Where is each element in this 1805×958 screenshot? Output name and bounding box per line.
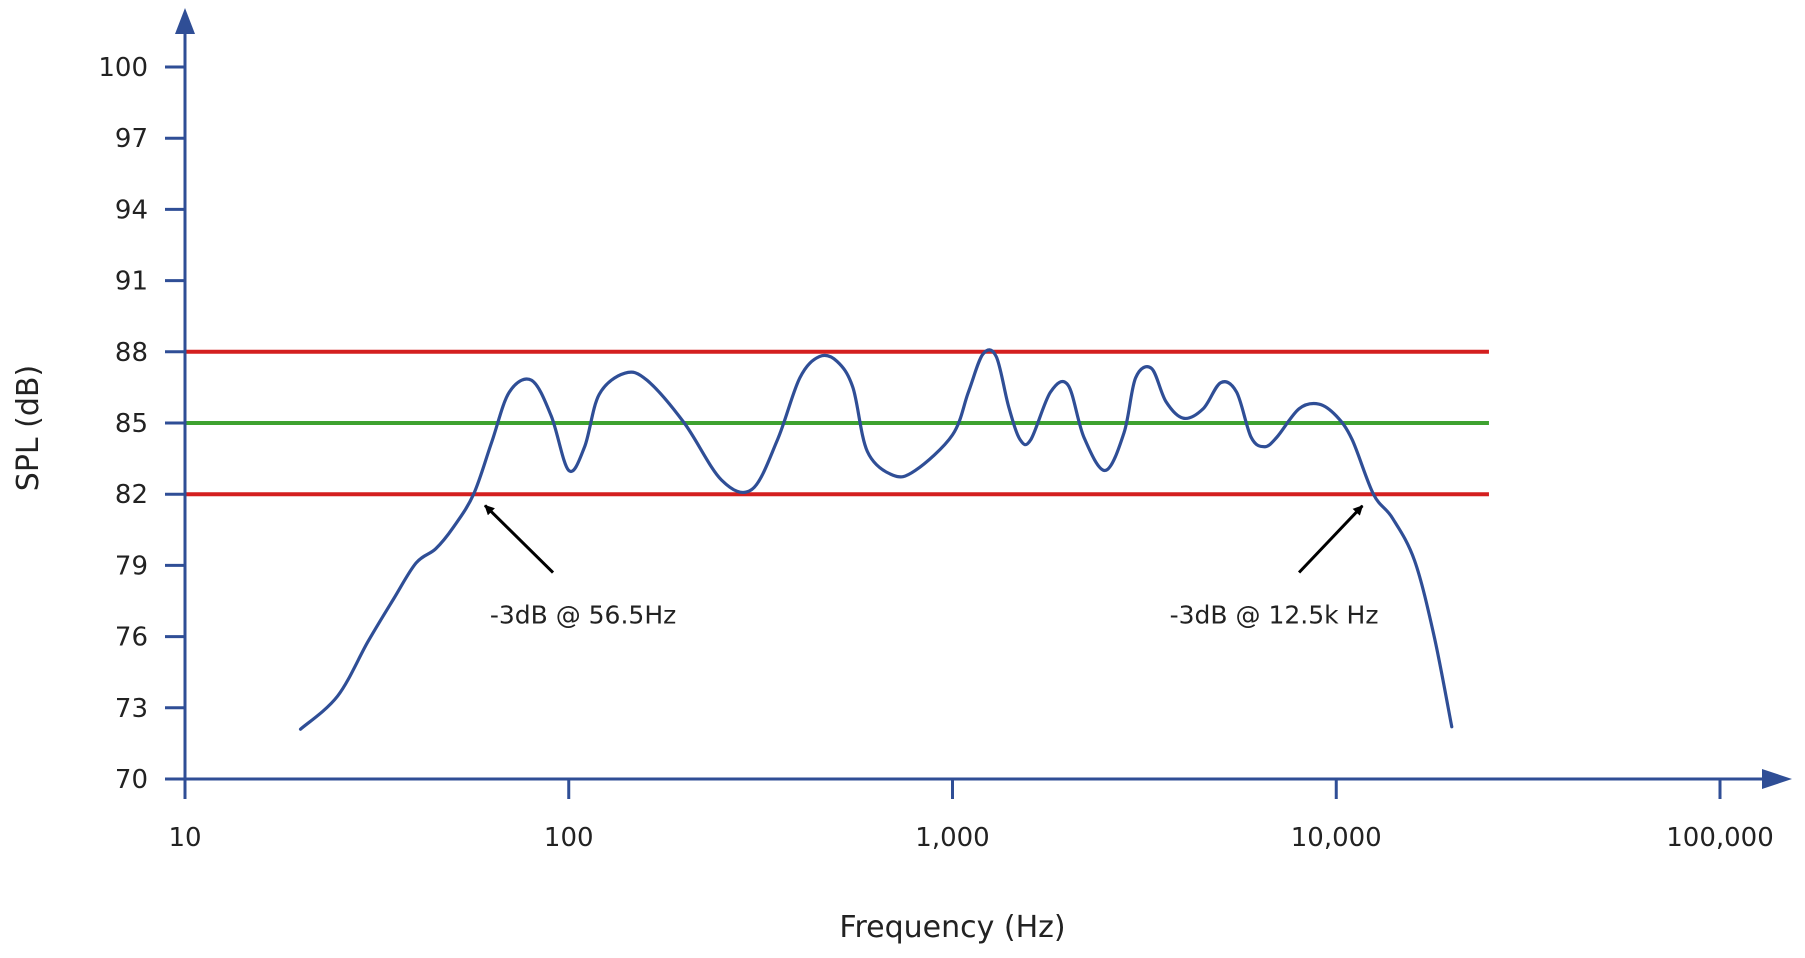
y-tick-label: 73: [115, 694, 148, 724]
x-axis-title: Frequency (Hz): [839, 910, 1065, 945]
y-tick-label: 91: [115, 267, 148, 297]
annotation-arrow-1: [1297, 504, 1364, 574]
annotations: -3dB @ 56.5Hz -3dB @ 12.5k Hz: [483, 504, 1379, 630]
y-tick-label: 88: [115, 338, 148, 368]
axes: [175, 8, 1792, 789]
y-tick-label: 76: [115, 623, 148, 653]
y-tick-label: 79: [115, 551, 148, 581]
reference-lines: [185, 349, 1489, 497]
x-axis-arrowhead: [1762, 769, 1792, 789]
annotation-label-0: -3dB @ 56.5Hz: [490, 601, 676, 630]
annotation-arrow-0: [483, 504, 555, 574]
x-tick-label: 1,000: [915, 823, 989, 853]
y-tick-label: 82: [115, 480, 148, 510]
y-tick-label: 100: [98, 53, 148, 83]
y-tick-label: 85: [115, 409, 148, 439]
x-tick-label: 10,000: [1291, 823, 1382, 853]
series-layer: [298, 348, 1454, 731]
tick-marks: 70 73 76 79 82 85 88 91 94 97 100 10 100 1,000 10,000 1…: [98, 53, 1773, 853]
x-tick-label: 100,000: [1666, 823, 1774, 853]
y-axis-title: SPL (dB): [11, 365, 46, 491]
y-tick-label: 94: [115, 195, 148, 225]
x-tick-label: 10: [168, 823, 201, 853]
series-line-0: [298, 348, 1454, 731]
annotation-label-1: -3dB @ 12.5k Hz: [1170, 601, 1379, 630]
y-axis-arrowhead: [175, 8, 195, 34]
y-tick-label: 97: [115, 124, 148, 154]
x-tick-label: 100: [544, 823, 594, 853]
y-tick-label: 70: [115, 765, 148, 795]
